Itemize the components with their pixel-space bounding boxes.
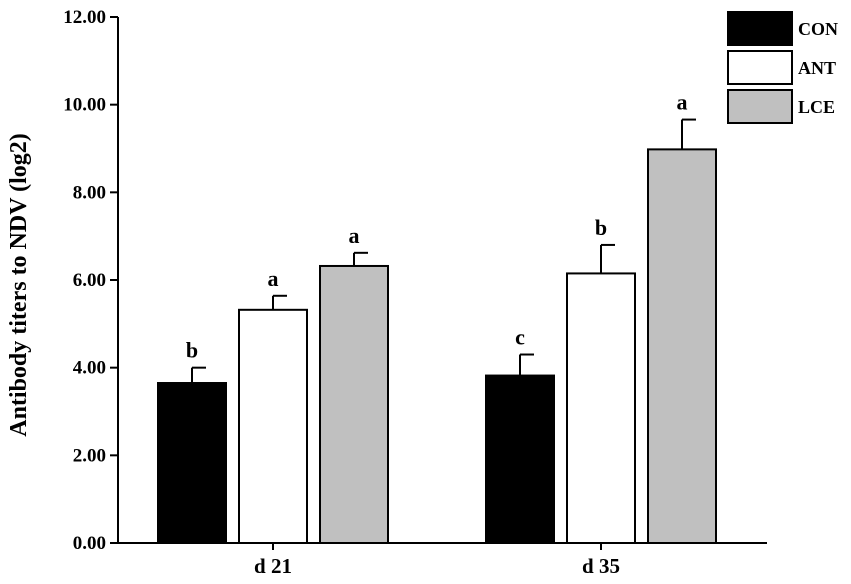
significance-letter: b: [595, 215, 607, 240]
bar-con-2: [485, 374, 555, 544]
error-bars: [191, 118, 696, 384]
bar-lce-1: [319, 264, 389, 544]
legend-label-con: CON: [798, 19, 838, 39]
axes: 0.00 2.00 4.00 6.00 8.00 10.00 12.00 d 21 d 35: [63, 7, 767, 578]
significance-letter: c: [515, 325, 525, 350]
legend-swatch-lce: [727, 89, 793, 124]
y-tick-label: 6.00: [73, 270, 106, 291]
x-tick-label: d 35: [582, 554, 620, 578]
bar-ant-2: [566, 272, 636, 544]
bar-lce-2: [647, 148, 717, 544]
y-tick-label: 0.00: [73, 533, 106, 554]
significance-letter: a: [349, 223, 360, 248]
y-tick-label: 4.00: [73, 358, 106, 379]
legend-swatch-ant: [727, 50, 793, 85]
y-tick-label: 12.00: [63, 7, 106, 28]
bars: [157, 148, 717, 544]
bar-ant-1: [238, 308, 308, 544]
y-tick-label: 2.00: [73, 445, 106, 466]
significance-letter: a: [677, 90, 688, 115]
legend: CON ANT LCE: [727, 11, 838, 124]
significance-letter: a: [268, 266, 279, 291]
significance-labels: b c a b a a: [186, 90, 688, 363]
significance-letter: b: [186, 338, 198, 363]
y-tick-label: 8.00: [73, 182, 106, 203]
bar-con-1: [157, 382, 227, 544]
legend-label-lce: LCE: [798, 97, 835, 117]
legend-swatch-con: [727, 11, 793, 46]
legend-label-ant: ANT: [798, 58, 836, 78]
y-tick-label: 10.00: [63, 95, 106, 116]
x-tick-label: d 21: [254, 554, 292, 578]
y-axis-label: Antibody titers to NDV (log2): [6, 133, 32, 437]
